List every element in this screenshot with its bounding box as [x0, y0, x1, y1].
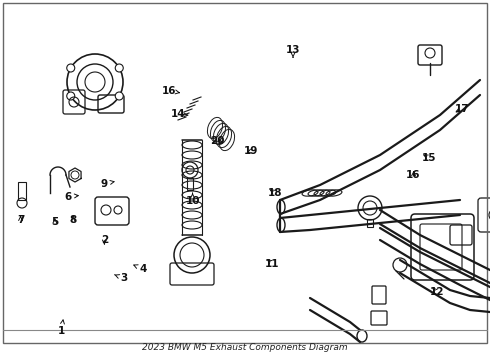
Text: 5: 5	[51, 217, 58, 228]
Circle shape	[115, 92, 123, 100]
Text: 17: 17	[455, 104, 469, 114]
Circle shape	[67, 92, 75, 100]
Text: 3: 3	[115, 273, 127, 283]
Text: 7: 7	[17, 215, 24, 225]
Text: 13: 13	[286, 45, 300, 58]
Text: 4: 4	[134, 264, 147, 274]
Text: 1: 1	[58, 320, 65, 336]
Text: 8: 8	[70, 215, 76, 225]
Text: 18: 18	[268, 188, 283, 198]
Text: 15: 15	[422, 153, 437, 163]
Text: 14: 14	[171, 109, 188, 120]
Circle shape	[115, 64, 123, 72]
Bar	[187, 178, 193, 190]
Text: 6: 6	[64, 192, 78, 202]
Text: 11: 11	[265, 258, 280, 269]
Text: 2023 BMW M5 Exhaust Components Diagram: 2023 BMW M5 Exhaust Components Diagram	[142, 342, 348, 351]
Text: 12: 12	[430, 287, 444, 297]
Text: 16: 16	[406, 170, 421, 180]
Text: 20: 20	[210, 136, 225, 147]
Bar	[367, 219, 373, 227]
Circle shape	[67, 64, 75, 72]
Text: 10: 10	[185, 193, 200, 206]
Text: 9: 9	[101, 179, 114, 189]
Text: 16: 16	[162, 86, 179, 96]
Text: 19: 19	[244, 146, 258, 156]
Text: 2: 2	[101, 235, 108, 246]
Bar	[18, 182, 26, 200]
